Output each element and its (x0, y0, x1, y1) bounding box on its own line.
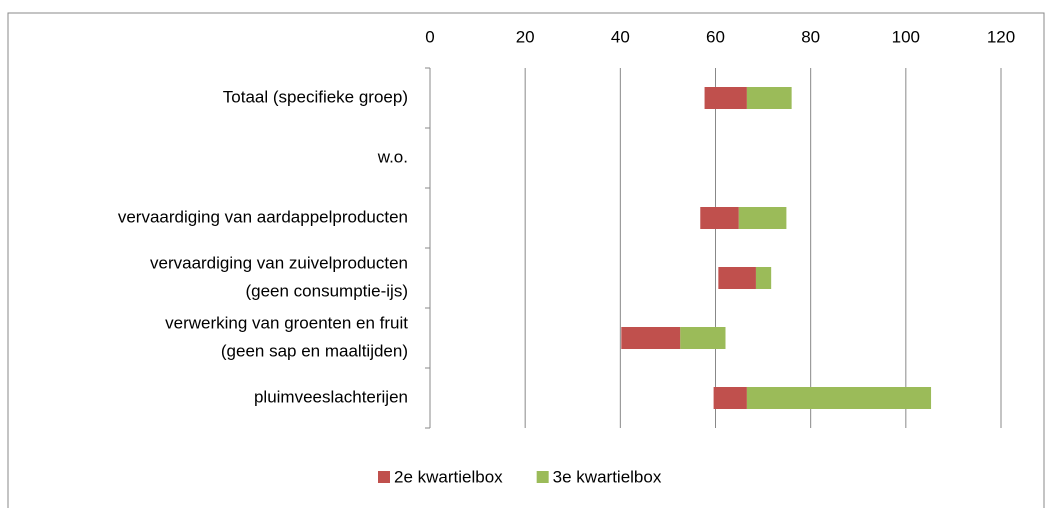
bar (430, 267, 718, 289)
x-tick-label: 100 (892, 27, 920, 46)
x-tick-label: 120 (987, 27, 1015, 46)
x-tick-label: 0 (425, 27, 434, 46)
x-tick-label: 20 (516, 27, 535, 46)
y-tick-label: vervaardiging van zuivelproducten (150, 253, 408, 272)
y-tick-label: w.o. (377, 147, 408, 166)
y-tick-label: (geen consumptie-ijs) (245, 281, 408, 300)
bar (430, 207, 700, 229)
bar (700, 207, 739, 229)
bar (680, 327, 726, 349)
y-tick-label: vervaardiging van aardappelproducten (118, 207, 408, 226)
bar (746, 387, 932, 409)
y-tick-label: Totaal (specifieke groep) (223, 87, 408, 106)
bar (621, 327, 681, 349)
y-tick-label: verwerking van groenten en fruit (165, 313, 408, 332)
legend-swatch (378, 471, 390, 483)
bar (430, 87, 705, 109)
bar (430, 387, 714, 409)
bar (738, 207, 787, 229)
legend-label: 2e kwartielbox (394, 467, 503, 486)
bar (746, 87, 792, 109)
x-tick-label: 60 (706, 27, 725, 46)
bar (718, 267, 756, 289)
chart-frame (7, 12, 1045, 508)
x-tick-label: 80 (801, 27, 820, 46)
legend-label: 3e kwartielbox (553, 467, 662, 486)
y-tick-label: pluimveeslachterijen (254, 387, 408, 406)
x-tick-label: 40 (611, 27, 630, 46)
legend-swatch (536, 471, 549, 483)
bar (755, 267, 772, 289)
bar (704, 87, 747, 109)
bar (713, 387, 747, 409)
y-tick-label: (geen sap en maaltijden) (221, 341, 408, 360)
